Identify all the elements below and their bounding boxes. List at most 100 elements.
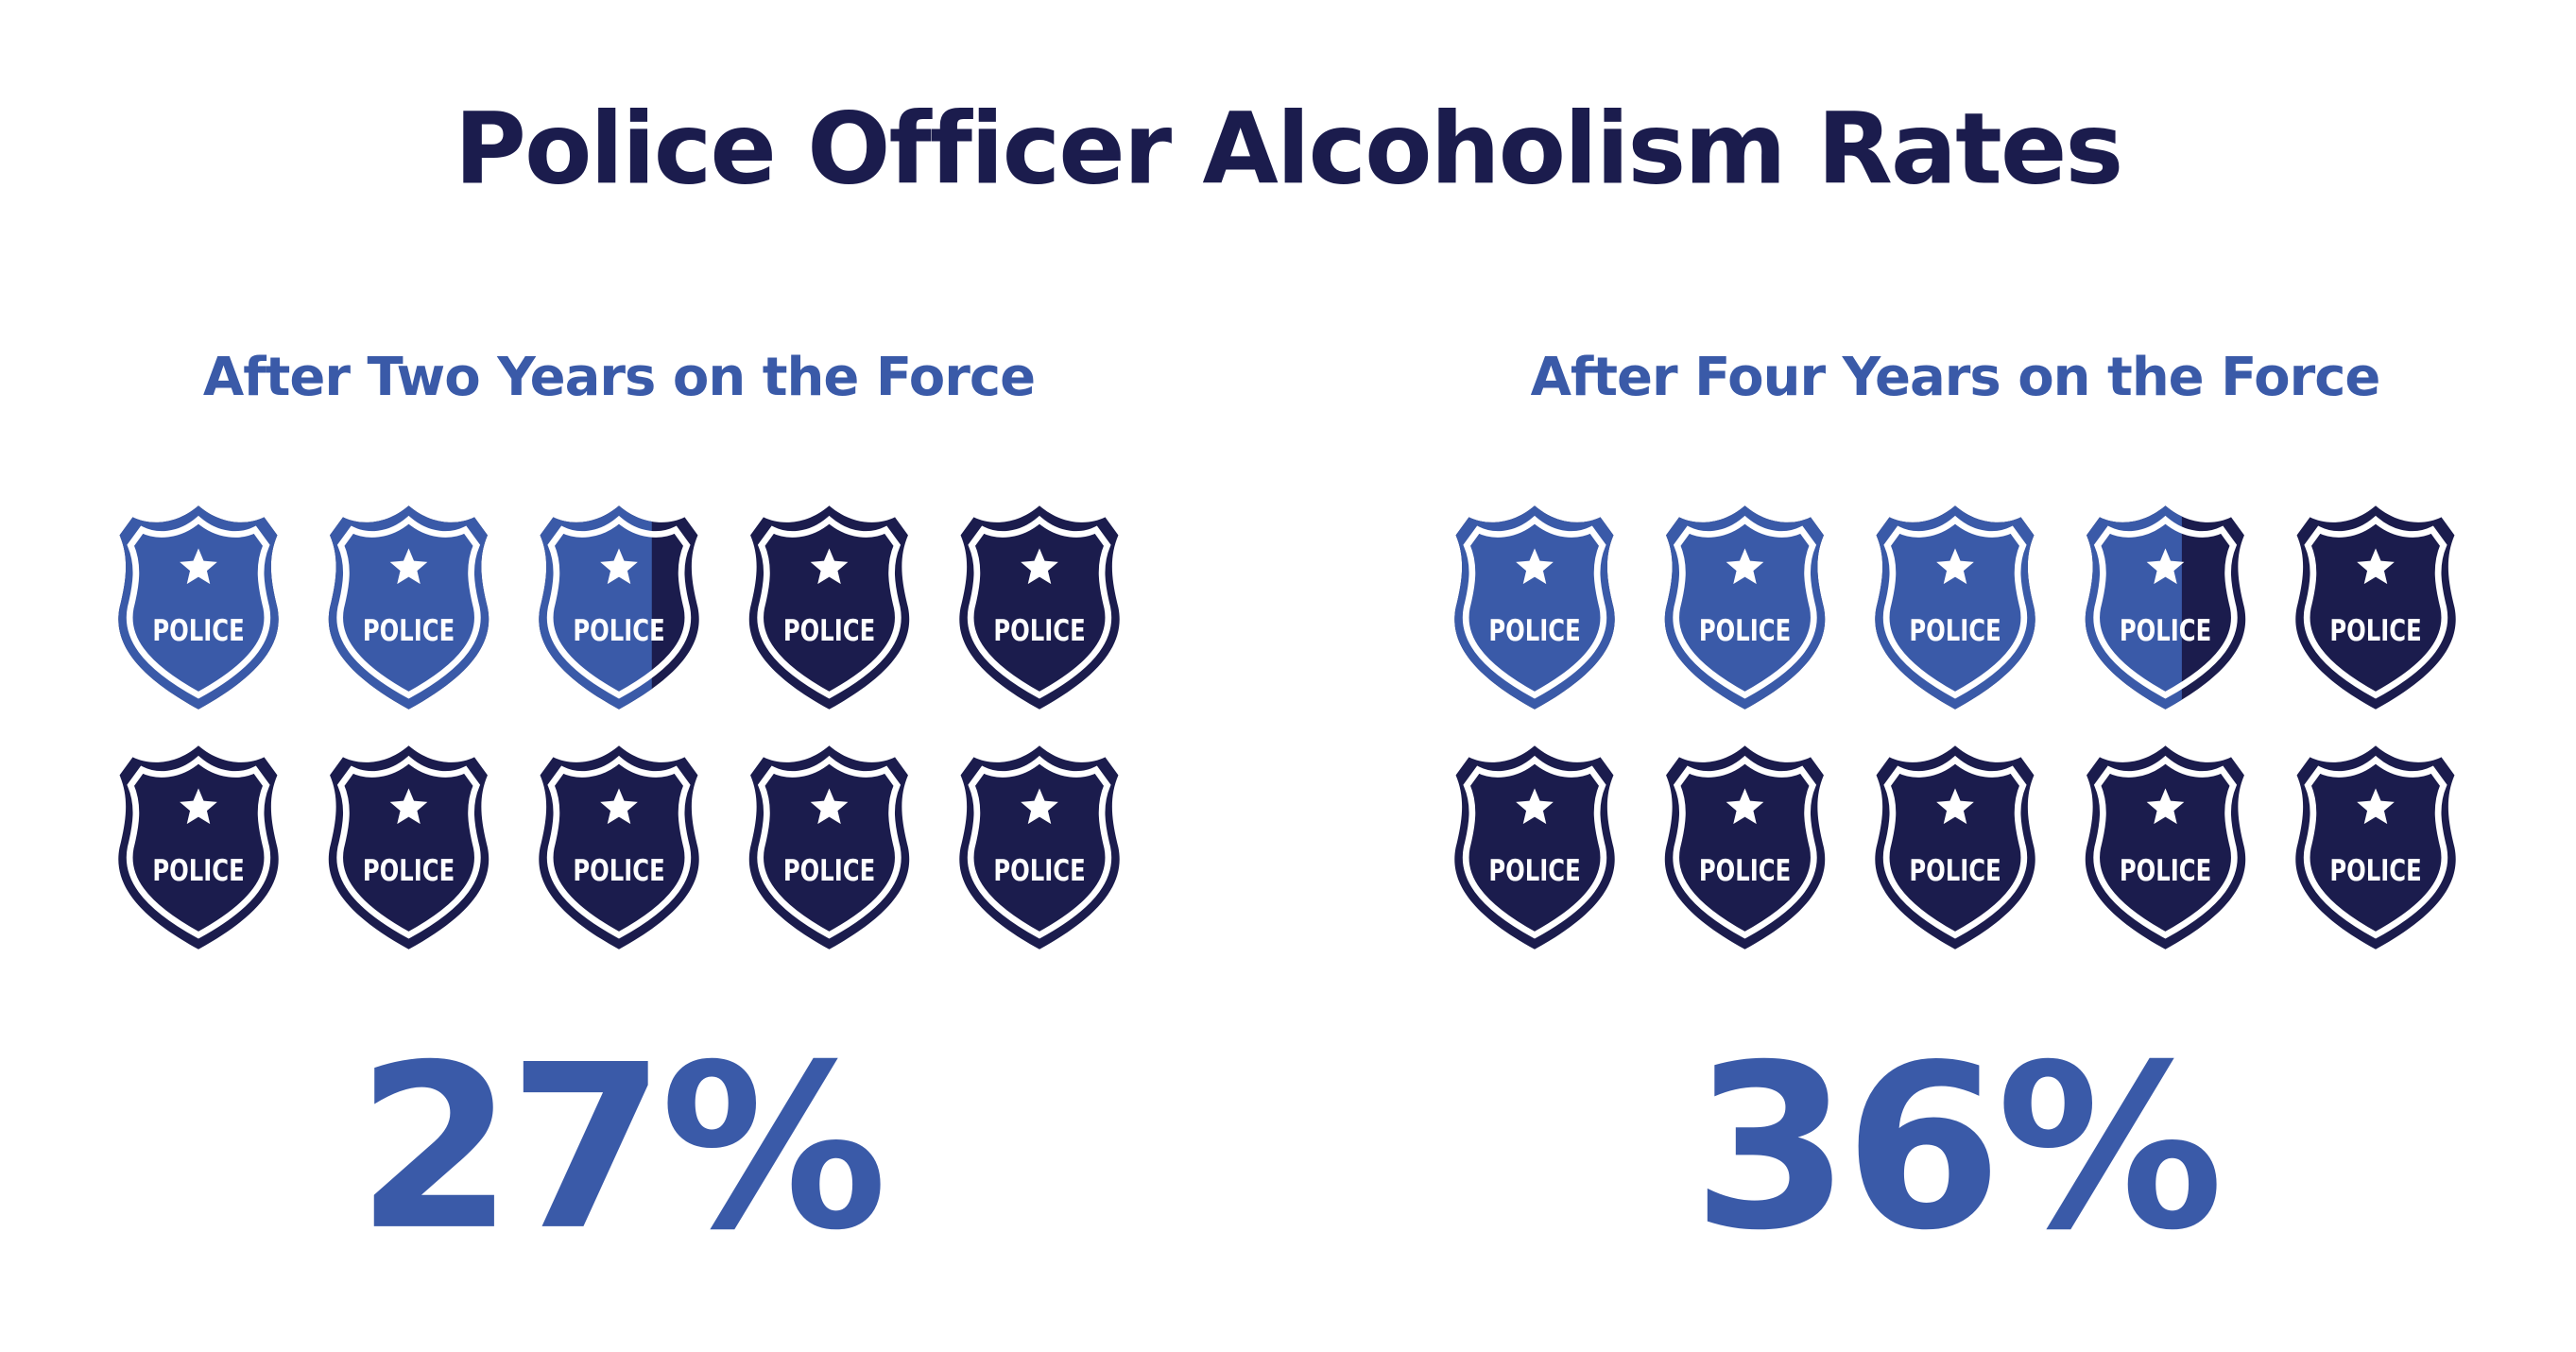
badge-label: POLICE (1909, 614, 2001, 648)
badge-filled (328, 505, 489, 710)
badge-label: POLICE (1909, 854, 2001, 888)
badge-ring (1882, 755, 2028, 939)
badge-label: POLICE (1699, 854, 1791, 888)
badge-empty (959, 745, 1120, 950)
badge-label: POLICE (573, 614, 664, 648)
badge-ring (757, 755, 902, 939)
badge-star (1021, 548, 1058, 585)
badge-star (1726, 788, 1764, 825)
badge-star (2357, 548, 2395, 585)
badge-label: POLICE (783, 614, 875, 648)
badge: POLICE (539, 745, 699, 950)
badge-ring (546, 755, 692, 939)
badge-ring (546, 515, 692, 699)
badge: POLICE (1664, 745, 1826, 950)
badge-label: POLICE (363, 854, 455, 888)
percent-label: 36% (1692, 1016, 2218, 1280)
pictogram: POLICE POLICE POLICE POLICE POLICE POLICE POLI… (1454, 505, 2456, 950)
badge-empty (328, 745, 489, 950)
badge: POLICE (118, 505, 279, 710)
badge-label: POLICE (152, 614, 244, 648)
badge-empty (1875, 745, 2035, 950)
badge: POLICE (118, 745, 279, 950)
badge-label: POLICE (1488, 854, 1580, 888)
badge-label: POLICE (993, 614, 1085, 648)
badge: POLICE (959, 745, 1120, 950)
badge-ring (967, 755, 1112, 939)
badge: POLICE (748, 745, 910, 950)
badge-empty (2085, 745, 2246, 950)
badge-ring (1673, 515, 1817, 699)
badge-filled (1664, 505, 1826, 710)
badge-ring (2303, 755, 2448, 939)
badge-empty (2295, 505, 2456, 710)
badge-empty (748, 505, 910, 710)
badge: POLICE (2295, 505, 2456, 710)
badge-ring (1673, 755, 1817, 939)
badge-star (1936, 788, 1974, 825)
badge: POLICE (328, 505, 489, 710)
badge-label: POLICE (573, 854, 664, 888)
badge-star (1021, 788, 1058, 825)
badge-ring (2093, 755, 2238, 939)
badge-star (180, 548, 217, 585)
badge: POLICE (539, 505, 699, 710)
badge: POLICE (2085, 745, 2246, 950)
badge: POLICE (748, 505, 910, 710)
badge-ring (126, 755, 271, 939)
badge: POLICE (2085, 505, 2246, 710)
badge-label: POLICE (783, 854, 875, 888)
badge-star (810, 548, 849, 585)
badge: POLICE (328, 745, 489, 950)
badge-ring (1462, 755, 1607, 939)
badge-label: POLICE (152, 854, 244, 888)
badge-star (389, 788, 428, 825)
badge-empty (959, 505, 1120, 710)
panel-title: After Two Years on the Force (203, 347, 1035, 408)
badge-star (600, 788, 638, 825)
badge-empty (539, 745, 699, 950)
badge: POLICE (959, 505, 1120, 710)
badge-star (180, 788, 217, 825)
badge-label: POLICE (2120, 854, 2211, 888)
badge-empty (2295, 745, 2456, 950)
badge-star (1516, 548, 1554, 585)
badge-ring (967, 515, 1112, 699)
panel-title: After Four Years on the Force (1531, 347, 2380, 408)
badge-ring (1882, 515, 2028, 699)
pictogram: POLICE POLICE POLICE POLICE POLICE POLICE POLI… (118, 505, 1120, 950)
badge: POLICE (1875, 505, 2035, 710)
badge-ring (2303, 515, 2448, 699)
badge-empty (1454, 745, 1615, 950)
badge-star (1516, 788, 1554, 825)
badge-ring (1462, 515, 1607, 699)
badge: POLICE (1875, 745, 2035, 950)
badge-filled (1875, 505, 2035, 710)
badge-star (810, 788, 849, 825)
badge-star (1726, 548, 1764, 585)
badge-label: POLICE (2120, 614, 2211, 648)
badge-empty (748, 745, 910, 950)
badge-empty (1664, 745, 1826, 950)
percent-label: 27% (356, 1016, 882, 1280)
badge-ring (126, 515, 271, 699)
badge: POLICE (2295, 745, 2456, 950)
badge-ring (757, 515, 902, 699)
badge-filled (1454, 505, 1615, 710)
badge: POLICE (1454, 745, 1615, 950)
badge-filled (118, 505, 279, 710)
badge-star (2146, 788, 2185, 825)
badge-label: POLICE (2329, 854, 2421, 888)
badge-ring (336, 755, 481, 939)
badge-ring (2093, 515, 2238, 699)
badge-star (2357, 788, 2395, 825)
badge-star (389, 548, 428, 585)
badge-label: POLICE (993, 854, 1085, 888)
badge-star (1936, 548, 1974, 585)
badge-empty (118, 745, 279, 950)
badge-label: POLICE (2329, 614, 2421, 648)
badge-star (2146, 548, 2185, 585)
badge-label: POLICE (363, 614, 455, 648)
badge-star (600, 548, 638, 585)
